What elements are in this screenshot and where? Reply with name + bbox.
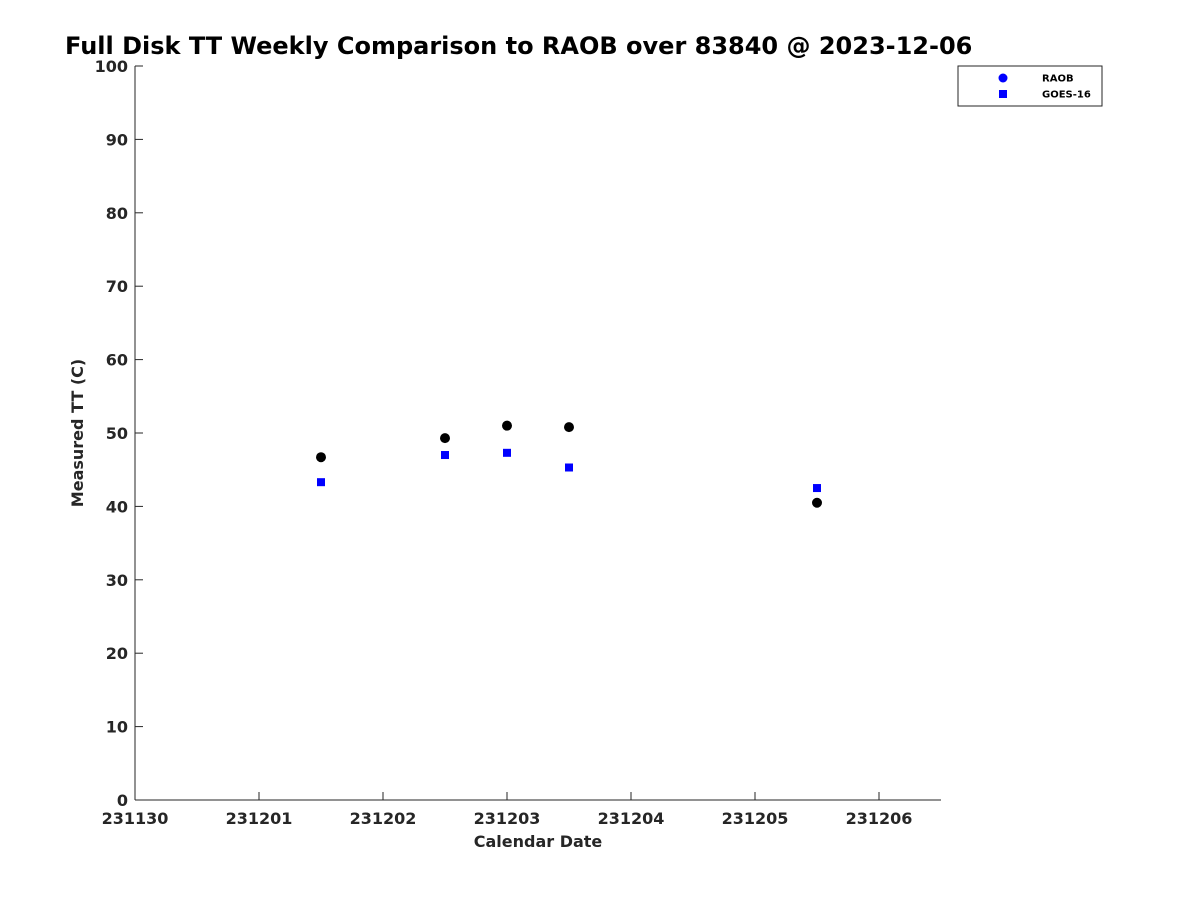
x-tick-label: 231204 bbox=[598, 809, 665, 828]
legend-marker-raob bbox=[998, 73, 1008, 83]
legend-marker-goes16 bbox=[999, 90, 1007, 98]
x-tick-label: 231130 bbox=[102, 809, 169, 828]
point-goes16 bbox=[565, 463, 573, 472]
data-markers bbox=[316, 420, 822, 508]
point-goes16 bbox=[317, 478, 325, 487]
y-axis-label: Measured TT (C) bbox=[68, 359, 87, 507]
axes bbox=[134, 66, 941, 801]
legend-label-goes16: GOES-16 bbox=[1042, 90, 1091, 101]
x-tick-label: 231202 bbox=[350, 809, 417, 828]
point-goes16 bbox=[441, 451, 449, 460]
legend-box bbox=[957, 65, 1103, 107]
legend-label-raob: RAOB bbox=[1042, 74, 1074, 85]
legend: RAOB GOES-16 bbox=[957, 65, 1103, 107]
y-tick-label: 80 bbox=[106, 204, 128, 223]
y-tick-label: 70 bbox=[106, 277, 128, 296]
point-raob bbox=[316, 452, 326, 463]
y-tick-label: 10 bbox=[106, 718, 128, 737]
x-tick-label: 231206 bbox=[846, 809, 913, 828]
point-raob bbox=[812, 497, 822, 508]
point-raob bbox=[502, 420, 512, 431]
y-tick-label: 100 bbox=[95, 57, 128, 76]
x-ticks: 231130 231201 231202 231203 231204 231205 2312… bbox=[102, 792, 913, 828]
x-tick-label: 231203 bbox=[474, 809, 541, 828]
y-tick-label: 20 bbox=[106, 644, 128, 663]
y-tick-label: 50 bbox=[106, 424, 128, 443]
x-tick-label: 231201 bbox=[226, 809, 293, 828]
chart-title: Full Disk TT Weekly Comparison to RAOB o… bbox=[65, 32, 972, 60]
y-tick-label: 60 bbox=[106, 351, 128, 370]
y-tick-label: 30 bbox=[106, 571, 128, 590]
x-tick-label: 231205 bbox=[722, 809, 789, 828]
y-ticks: 0 10 20 30 40 50 60 70 80 90 100 bbox=[95, 57, 143, 810]
x-axis-label: Calendar Date bbox=[474, 832, 603, 851]
y-tick-label: 0 bbox=[117, 791, 128, 810]
y-tick-label: 40 bbox=[106, 497, 128, 516]
point-goes16 bbox=[503, 448, 511, 457]
point-goes16 bbox=[813, 484, 821, 493]
point-raob bbox=[564, 422, 574, 433]
y-tick-label: 90 bbox=[106, 130, 128, 149]
point-raob bbox=[440, 433, 450, 444]
